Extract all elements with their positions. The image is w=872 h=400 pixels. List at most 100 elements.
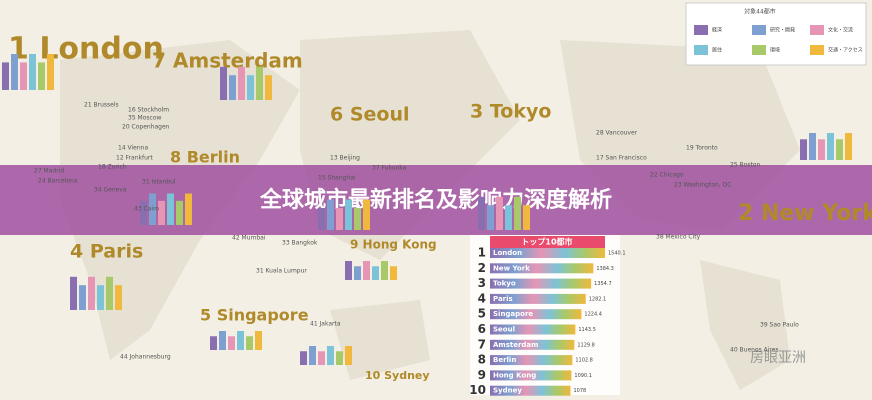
decor-bar <box>318 208 325 230</box>
decor-bar <box>345 199 352 230</box>
decor-bar <box>309 346 316 365</box>
city-label: 18 Zurich <box>98 164 127 171</box>
decor-bar <box>140 200 147 225</box>
city-label: 31 Kuala Lumpur <box>256 268 307 275</box>
decor-bar <box>47 54 54 90</box>
city-label: 19 Toronto <box>686 145 718 152</box>
city-name: 5 Singapore <box>200 306 309 325</box>
city-label: 25 Boston <box>730 162 760 169</box>
decor-bar <box>265 75 272 100</box>
decor-bar <box>246 336 253 350</box>
decor-bar <box>79 285 86 310</box>
legend-swatch <box>694 45 708 55</box>
legend-box <box>685 2 867 66</box>
decor-bar <box>185 193 192 225</box>
legend-label: 交通・アクセス <box>828 47 863 54</box>
score-bar <box>490 370 572 381</box>
decor-bar <box>238 66 245 100</box>
ranking-title: トップ10都市 <box>521 237 572 247</box>
decor-bar <box>336 351 343 365</box>
decor-bar <box>97 285 104 310</box>
rank-number: 7 <box>478 337 486 351</box>
decor-bar <box>2 62 9 90</box>
city-label: 15 Shanghai <box>318 175 356 182</box>
score-bar <box>490 309 582 320</box>
score-bar <box>490 339 575 350</box>
rank-number: 4 <box>478 291 486 305</box>
score-bar <box>490 248 605 258</box>
city-label: 35 Moscow <box>128 115 161 122</box>
rank-number: 5 <box>478 307 486 321</box>
ranking-city: Amsterdam <box>493 341 538 349</box>
city-label: 40 Buenos Aires <box>730 347 779 354</box>
ranking-score: 1129.8 <box>577 342 595 348</box>
legend-label: 居住 <box>712 47 722 54</box>
ranking-city: Sydney <box>493 387 522 395</box>
city-label: 42 Mumbai <box>232 235 266 242</box>
city-name: 8 Berlin <box>170 148 240 167</box>
decor-bar <box>523 205 530 230</box>
city-label: 33 Bangkok <box>282 240 318 247</box>
legend-title: 対象44都市 <box>744 8 776 16</box>
city-label: 22 Chicago <box>650 172 684 179</box>
city-name: 9 Hong Kong <box>350 238 437 252</box>
decor-bar <box>219 331 226 350</box>
decor-bar <box>845 133 852 160</box>
ranking-score: 1224.4 <box>584 312 602 318</box>
decor-bar <box>327 199 334 230</box>
ranking-header <box>490 236 605 248</box>
rank-number: 8 <box>478 353 486 367</box>
city-name: 2 New York <box>738 201 872 226</box>
decor-bar <box>496 196 503 230</box>
legend-label: 経済 <box>712 27 722 34</box>
ranking-score: 1354.7 <box>594 281 612 287</box>
decor-bar <box>220 66 227 100</box>
city-label: 23 Washington, DC <box>674 182 731 189</box>
decor-bar <box>809 133 816 160</box>
city-label: 14 Vienna <box>118 145 148 152</box>
rank-number: 6 <box>478 322 486 336</box>
score-bar <box>490 278 592 289</box>
city-label: 27 Madrid <box>34 168 64 175</box>
city-label: 39 Sao Paulo <box>760 322 799 329</box>
ranking-city: Singapore <box>493 310 533 318</box>
decor-bar <box>256 66 263 100</box>
city-label: 13 Beijing <box>330 155 360 162</box>
city-label: 20 Copenhagen <box>122 124 170 131</box>
ranking-city: London <box>493 249 522 257</box>
decor-bar <box>11 54 18 90</box>
ranking-score: 1384.3 <box>596 266 614 272</box>
decor-bar <box>390 266 397 280</box>
score-bar <box>490 324 576 335</box>
decor-bar <box>237 331 244 350</box>
city-label: 37 Fukuoka <box>372 165 407 172</box>
decor-bar <box>514 196 521 230</box>
rank-number: 3 <box>478 276 486 290</box>
decor-bar <box>158 200 165 225</box>
decor-bar <box>38 62 45 90</box>
city-label: 21 Brussels <box>84 102 119 109</box>
decor-bar <box>300 351 307 365</box>
decor-bar <box>354 266 361 280</box>
city-label: 44 Johannesburg <box>120 354 171 361</box>
decor-bar <box>20 62 27 90</box>
banner-title: 全球城市最新排名及影响力深度解析 <box>259 187 612 213</box>
legend-label: 文化・交流 <box>828 27 853 34</box>
decor-bar <box>327 346 334 365</box>
decor-bar <box>210 336 217 350</box>
decor-bar <box>363 261 370 280</box>
city-label: 28 Vancouver <box>596 130 638 137</box>
score-bar <box>490 355 573 366</box>
decor-bar <box>149 193 156 225</box>
ranking-score: 1282.1 <box>589 296 607 302</box>
city-name: 4 Paris <box>70 241 143 263</box>
legend-swatch <box>752 45 766 55</box>
rank-number: 2 <box>478 261 486 275</box>
city-name: 7 Amsterdam <box>152 49 303 73</box>
decor-bar <box>29 54 36 90</box>
decor-bar <box>381 261 388 280</box>
city-label: 12 Frankfurt <box>116 155 153 162</box>
city-label: 24 Barcelona <box>38 178 78 185</box>
legend-swatch <box>810 45 824 55</box>
